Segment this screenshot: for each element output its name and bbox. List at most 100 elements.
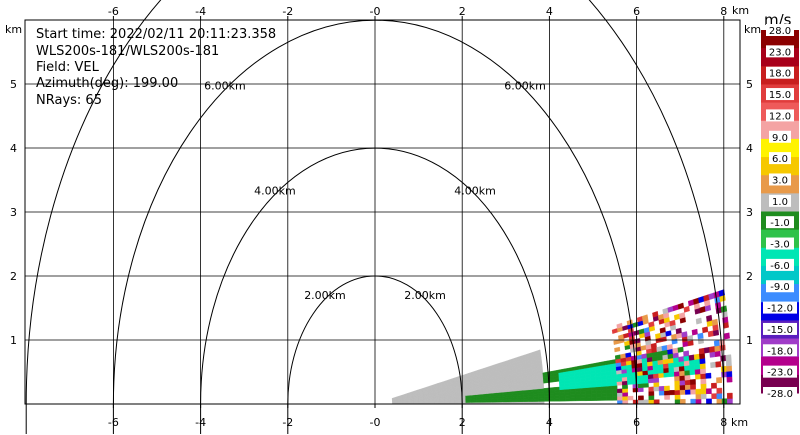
x-tick-label-top: 8 — [720, 5, 727, 18]
sector-cell — [665, 330, 672, 337]
sector-cell — [543, 398, 550, 402]
sector-cell — [637, 383, 644, 389]
sector-cell — [711, 393, 718, 400]
sector-cell — [601, 396, 608, 401]
sector-cell — [695, 393, 702, 400]
sector-cell — [627, 395, 634, 401]
sector-cell — [716, 398, 723, 404]
plot-border — [24, 19, 741, 405]
sector-cell — [650, 342, 657, 349]
sector-cell — [700, 368, 706, 375]
sector-cell — [569, 394, 576, 399]
y-tick-label-right: 2 — [746, 270, 753, 283]
colorbar-label: -28.0 — [767, 389, 793, 400]
sector-cell — [720, 355, 727, 362]
sector-cell — [632, 399, 639, 404]
colorbar-label-bg — [766, 66, 794, 79]
sector-cell — [601, 393, 608, 398]
sector-cell — [570, 397, 576, 402]
sector-cell — [675, 327, 682, 335]
y-tick-label-left: 5 — [10, 78, 17, 91]
range-ring-labels: 2.00km2.00km4.00km4.00km6.00km6.00km8.00… — [204, 79, 546, 302]
colorbar-label: -9.0 — [770, 282, 790, 293]
sector-cell — [679, 370, 686, 377]
sector-cell — [719, 344, 726, 351]
sector-cell — [674, 394, 681, 400]
sector-cell — [575, 394, 581, 399]
sector-cell — [725, 359, 732, 367]
sector-cell — [695, 317, 702, 325]
sector-cell — [564, 391, 571, 396]
colorbar-label-bg — [766, 88, 794, 101]
info-nrays: NRays: 65 — [36, 93, 102, 108]
sector-cell — [528, 396, 534, 400]
sector-cell — [590, 393, 597, 398]
sector-cell — [622, 395, 629, 401]
sector-cell — [679, 389, 686, 395]
range-ring-label: 2.00km — [304, 289, 346, 302]
sector-cell — [523, 399, 529, 402]
sector-cell — [680, 398, 686, 404]
sector-cell — [620, 353, 627, 359]
axis-unit-label-top-right: km — [732, 4, 749, 17]
sector-cell — [716, 377, 723, 384]
x-tick-label-top: -0 — [370, 5, 381, 18]
velocity-sector — [391, 289, 733, 404]
sector-cell — [709, 346, 716, 353]
sector-cell — [611, 388, 618, 394]
sector-cell — [601, 389, 608, 394]
sector-cell — [590, 386, 597, 391]
sector-cell — [713, 339, 721, 347]
sector-cell — [596, 396, 602, 401]
sector-cell — [601, 385, 607, 391]
sector-cell — [690, 384, 696, 390]
sector-cell — [585, 397, 592, 402]
sector-cell — [684, 384, 691, 390]
x-tick-label-top: 4 — [546, 5, 553, 18]
sector-cell — [658, 390, 665, 396]
sector-cell — [610, 359, 617, 365]
colorbar-label-bg — [763, 301, 797, 314]
y-tick-label-right: 4 — [746, 142, 753, 155]
sector-cell — [683, 360, 690, 367]
sector-cell — [575, 391, 581, 396]
colorbar-label: 23.0 — [769, 47, 791, 58]
sector-cell — [697, 332, 704, 340]
sector-cell — [684, 374, 691, 381]
sector-cell — [695, 398, 702, 404]
y-tick-label-left: 3 — [10, 206, 17, 219]
sector-cell — [700, 383, 707, 390]
colorbar-label: 6.0 — [772, 154, 788, 165]
sector-cell — [642, 382, 649, 388]
sector-cell — [653, 381, 660, 388]
sector-cell — [689, 369, 696, 376]
colorbar-label: 15.0 — [769, 90, 791, 101]
sector-cell — [616, 380, 623, 386]
sector-cell — [663, 367, 670, 374]
axis-ticks: -6 -6 -4 -4 -2 -2 -0 -0 2 2 4 4 6 6 8 8 1 1 2 2 3 3 4 4 5 5 — [10, 5, 753, 429]
axis-unit-label-top-left: km — [5, 23, 22, 36]
colorbar-label-bg — [766, 216, 794, 229]
sector-cell — [664, 385, 670, 391]
colorbar-label: 18.0 — [769, 69, 791, 80]
sector-cell — [726, 370, 733, 378]
sector-cell — [709, 351, 716, 358]
sector-cell — [614, 354, 621, 360]
sector-cell — [694, 363, 701, 370]
sector-cell — [642, 374, 649, 380]
sector-cell — [585, 390, 592, 395]
sector-cell — [578, 364, 585, 370]
colorbar-label-bg — [763, 322, 797, 335]
sector-cell — [559, 397, 566, 402]
sector-cell — [641, 314, 649, 321]
x-tick-label-bottom: -2 — [282, 416, 293, 429]
sector-cell — [705, 388, 712, 395]
sector-cell — [671, 333, 678, 340]
x-tick-label-bottom: 6 — [633, 416, 640, 429]
sector-cell — [638, 399, 644, 404]
colorbar-label-bg — [763, 387, 797, 399]
sector-cell — [694, 368, 701, 375]
sector-cell — [653, 386, 660, 392]
sector-cell — [673, 370, 680, 377]
sector-cell — [533, 398, 540, 402]
